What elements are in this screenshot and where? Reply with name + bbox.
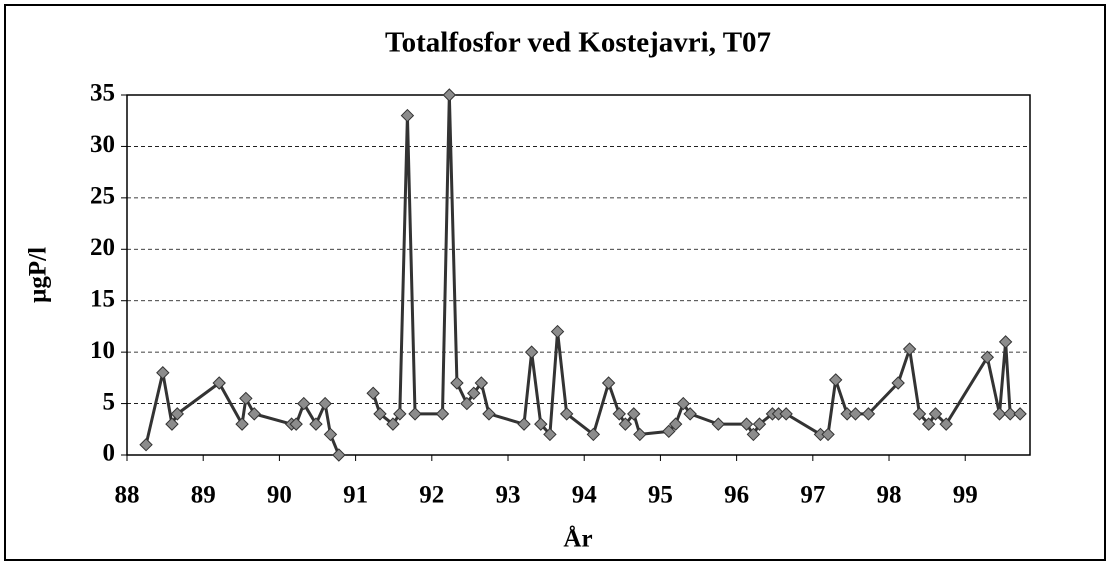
data-point — [517, 417, 531, 431]
x-tick-label: 91 — [343, 482, 368, 509]
y-tick-label: 15 — [90, 285, 115, 312]
data-point — [627, 407, 641, 421]
data-point — [239, 391, 253, 406]
data-point — [992, 407, 1007, 421]
data-point — [332, 448, 346, 462]
x-tick-label: 89 — [191, 482, 216, 509]
data-point — [534, 417, 548, 431]
data-point — [912, 407, 927, 421]
data-point — [668, 417, 683, 431]
data-point — [928, 407, 943, 421]
data-point — [633, 427, 647, 442]
x-tick-label: 92 — [419, 482, 444, 509]
data-point — [998, 335, 1013, 349]
data-point — [550, 324, 565, 339]
data-point — [386, 417, 400, 431]
data-point — [711, 417, 726, 431]
data-point — [366, 386, 380, 400]
data-point — [902, 342, 917, 356]
x-tick-label: 94 — [572, 482, 598, 509]
data-point — [323, 427, 338, 442]
data-point — [861, 407, 876, 421]
x-tick-label: 93 — [496, 482, 521, 509]
x-axis-label: År — [563, 525, 592, 553]
data-point — [1003, 407, 1017, 421]
x-tick-label: 90 — [267, 482, 292, 509]
data-point — [393, 407, 407, 421]
data-point — [921, 417, 936, 431]
data-point — [828, 373, 843, 387]
data-point — [739, 417, 754, 431]
data-point — [746, 427, 761, 442]
x-tick-label: 99 — [953, 482, 978, 509]
data-point — [297, 396, 311, 411]
data-point — [683, 407, 697, 421]
data-point — [848, 407, 863, 421]
data-point — [212, 376, 226, 390]
data-point — [618, 417, 633, 431]
data-point — [247, 407, 261, 421]
data-point — [891, 376, 905, 390]
y-axis-label: µgP/l — [25, 247, 52, 303]
data-point — [612, 407, 626, 421]
data-point — [165, 417, 179, 431]
chart-title: Totalfosfor ved Kostejavri, T07 — [385, 27, 771, 59]
data-point — [460, 396, 474, 411]
data-point — [752, 417, 767, 431]
x-tick-label: 97 — [800, 482, 825, 509]
data-point — [139, 438, 153, 452]
x-tick-label: 95 — [648, 482, 673, 509]
data-point — [821, 427, 835, 442]
y-tick-label: 0 — [103, 440, 116, 467]
data-point — [442, 88, 457, 102]
plot-frame — [126, 94, 1031, 456]
data-point — [467, 386, 481, 400]
data-point — [1013, 407, 1027, 421]
data-point — [559, 407, 574, 421]
data-point — [524, 345, 539, 359]
data-point — [450, 376, 464, 390]
data-point — [373, 407, 387, 421]
y-tick-label: 30 — [90, 131, 115, 158]
y-tick-label: 20 — [90, 234, 115, 261]
data-point — [235, 417, 249, 431]
data-point — [318, 396, 332, 411]
x-tick-label: 96 — [724, 482, 749, 509]
data-point — [543, 427, 557, 442]
data-point — [980, 350, 995, 364]
data-point — [170, 407, 185, 421]
data-point — [601, 376, 616, 390]
data-point — [474, 376, 489, 390]
data-point — [779, 407, 793, 421]
y-tick-label: 5 — [103, 388, 116, 415]
data-point — [662, 424, 676, 439]
chart-border — [4, 4, 1106, 561]
data-point — [939, 417, 953, 431]
x-tick-label: 98 — [877, 482, 902, 509]
y-tick-label: 10 — [90, 337, 115, 364]
data-point — [482, 407, 496, 421]
data-point — [408, 407, 422, 421]
data-point — [156, 366, 170, 380]
y-tick-label: 25 — [90, 183, 115, 210]
data-point — [400, 108, 415, 123]
data-point — [309, 417, 323, 431]
data-point — [435, 407, 450, 421]
data-point — [586, 427, 601, 442]
y-tick-label: 35 — [90, 80, 115, 107]
data-point — [289, 417, 303, 431]
x-tick-label: 88 — [115, 482, 140, 509]
data-point — [676, 396, 690, 411]
